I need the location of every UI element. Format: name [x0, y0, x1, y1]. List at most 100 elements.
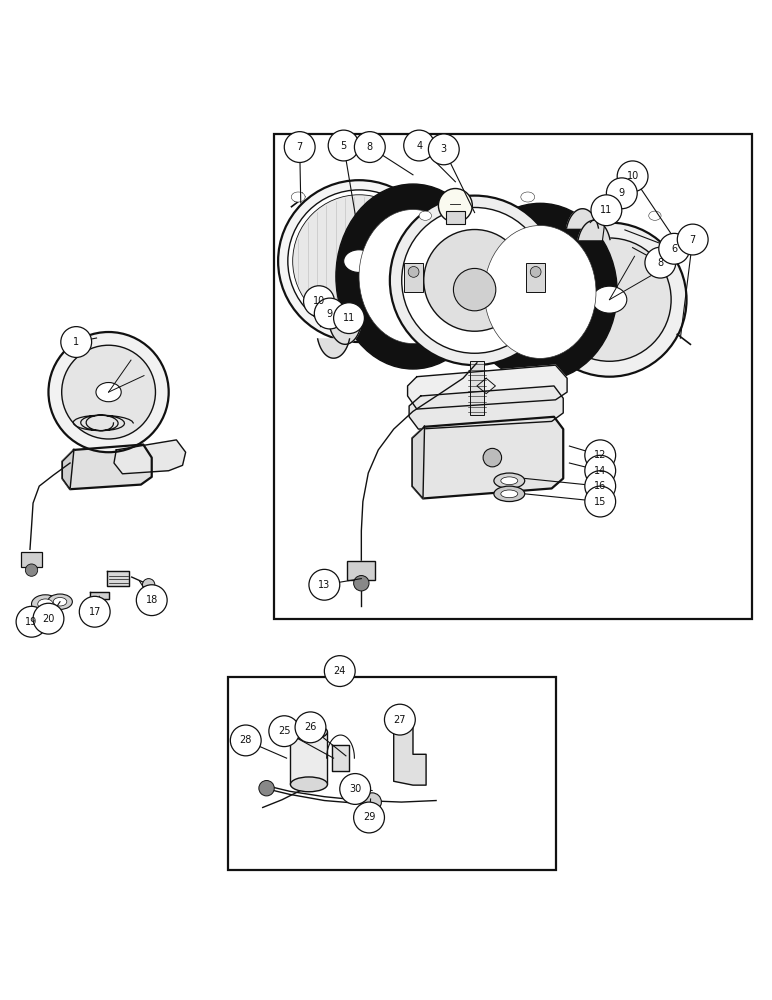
Circle shape: [314, 298, 345, 329]
Circle shape: [354, 802, 384, 833]
Text: 6: 6: [671, 244, 677, 254]
Polygon shape: [332, 745, 349, 771]
Circle shape: [354, 576, 369, 591]
Ellipse shape: [592, 286, 627, 313]
Ellipse shape: [494, 486, 525, 502]
Ellipse shape: [521, 192, 535, 202]
Ellipse shape: [419, 211, 432, 220]
Circle shape: [80, 596, 110, 627]
Text: 28: 28: [239, 735, 252, 745]
Text: 30: 30: [349, 784, 361, 794]
Ellipse shape: [96, 382, 121, 402]
Text: 25: 25: [278, 726, 290, 736]
Text: 16: 16: [594, 481, 606, 491]
Polygon shape: [408, 365, 567, 409]
Circle shape: [33, 603, 64, 634]
Circle shape: [363, 793, 381, 811]
Text: 5: 5: [340, 141, 347, 151]
Polygon shape: [412, 417, 564, 498]
Bar: [21, 552, 42, 567]
Ellipse shape: [291, 192, 305, 202]
Text: 11: 11: [343, 313, 355, 323]
Circle shape: [533, 223, 686, 377]
Ellipse shape: [648, 211, 661, 220]
Bar: [228, 677, 556, 870]
Bar: [405, 263, 423, 292]
Polygon shape: [63, 445, 152, 489]
Circle shape: [585, 486, 615, 517]
Text: 9: 9: [327, 309, 333, 319]
Text: 8: 8: [367, 142, 373, 152]
Text: 19: 19: [25, 617, 38, 627]
Ellipse shape: [501, 477, 518, 485]
Circle shape: [606, 178, 637, 209]
Text: 11: 11: [601, 205, 612, 215]
Circle shape: [340, 774, 371, 804]
Circle shape: [585, 455, 615, 486]
Circle shape: [424, 230, 526, 331]
Polygon shape: [107, 571, 130, 586]
Circle shape: [62, 345, 155, 439]
Text: 18: 18: [146, 595, 157, 605]
Polygon shape: [394, 727, 426, 785]
Circle shape: [354, 132, 385, 162]
Polygon shape: [409, 386, 564, 429]
Circle shape: [645, 247, 676, 278]
Bar: [290, 732, 327, 784]
Text: 29: 29: [363, 812, 375, 822]
Circle shape: [328, 130, 359, 161]
Ellipse shape: [494, 473, 525, 488]
Ellipse shape: [463, 203, 617, 381]
Circle shape: [428, 134, 459, 165]
Text: 10: 10: [626, 171, 638, 181]
Polygon shape: [63, 450, 74, 489]
Polygon shape: [90, 592, 109, 599]
Circle shape: [49, 332, 169, 452]
Text: 7: 7: [296, 142, 303, 152]
Circle shape: [143, 579, 155, 591]
Text: 8: 8: [657, 258, 663, 268]
Bar: [470, 361, 484, 415]
Polygon shape: [317, 339, 350, 358]
Text: 3: 3: [441, 144, 447, 154]
Circle shape: [401, 207, 547, 353]
Ellipse shape: [53, 597, 67, 606]
Polygon shape: [412, 427, 425, 498]
Circle shape: [303, 286, 334, 317]
Circle shape: [453, 268, 496, 311]
Ellipse shape: [336, 184, 490, 369]
Circle shape: [384, 704, 415, 735]
Circle shape: [591, 195, 621, 226]
Circle shape: [408, 267, 419, 277]
Bar: [274, 134, 752, 619]
Circle shape: [677, 224, 708, 255]
Polygon shape: [578, 220, 610, 240]
Polygon shape: [114, 440, 185, 474]
Ellipse shape: [290, 725, 327, 739]
Ellipse shape: [484, 225, 596, 358]
Circle shape: [548, 238, 671, 361]
Bar: [527, 263, 545, 292]
Text: 20: 20: [42, 614, 55, 624]
Circle shape: [284, 132, 315, 162]
Text: 27: 27: [394, 715, 406, 725]
Circle shape: [269, 716, 300, 747]
Ellipse shape: [359, 209, 467, 344]
Circle shape: [16, 606, 47, 637]
Polygon shape: [567, 209, 598, 228]
Circle shape: [61, 327, 92, 357]
Bar: [446, 211, 465, 224]
Circle shape: [585, 471, 615, 502]
Ellipse shape: [344, 250, 374, 272]
Text: 9: 9: [618, 188, 625, 198]
Circle shape: [334, 303, 364, 334]
Ellipse shape: [290, 777, 327, 792]
Circle shape: [25, 564, 38, 576]
Ellipse shape: [501, 490, 518, 498]
Polygon shape: [329, 325, 361, 344]
Text: 10: 10: [313, 296, 325, 306]
Text: 13: 13: [318, 580, 330, 590]
Circle shape: [259, 781, 274, 796]
Text: 14: 14: [594, 466, 606, 476]
Circle shape: [230, 725, 261, 756]
